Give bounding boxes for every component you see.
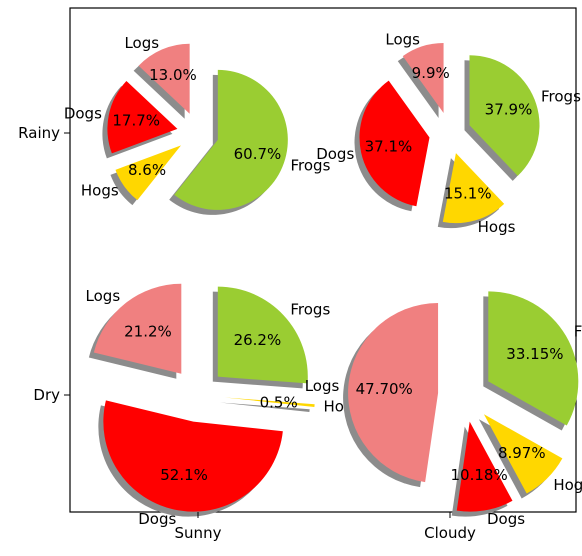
pie-rainy-sunny: 13.0% 17.7% 8.6% 60.7% Logs Dogs Hogs Frogs [64,34,331,215]
slice-frogs [488,291,579,426]
slice-name-label: Dogs [64,105,102,123]
slice-percent-label: 33.15% [506,345,563,363]
slice-percent-label: 15.1% [444,184,492,202]
slice-name-label: Hogs [553,476,582,494]
slice-hogs [224,397,315,408]
slice-name-label: Logs [86,287,121,305]
slice-hogs [483,414,563,494]
slice-frogs [217,286,308,384]
x-tick-label: Cloudy [424,524,476,542]
slice-name-label: Hogs [478,218,516,236]
slice-name-label: Dogs [138,510,176,528]
slice-logs [348,303,439,483]
pie-rainy-cloudy: 9.9% 37.1% 15.1% 37.9% Logs Dogs Hogs Frogs [316,31,581,236]
slice-percent-label: 17.7% [112,112,160,130]
slice-percent-label: 47.70% [356,380,413,398]
slice-percent-label: 9.9% [412,64,450,82]
slice-percent-label: 21.2% [124,322,172,340]
slice-percent-label: 52.1% [160,466,208,484]
slice-name-label: Dogs [316,145,354,163]
slice-percent-label: 13.0% [149,66,197,84]
slice-percent-label: 60.7% [234,145,282,163]
plot-frame [69,7,577,513]
slice-percent-label: 8.6% [128,161,166,179]
slice-hogs [442,153,505,224]
slice-logs [138,43,190,114]
slice-percent-label: 37.1% [365,138,413,156]
slice-name-label: Frogs [291,156,331,174]
slice-dogs [107,80,178,154]
slice-percent-label: 26.2% [234,331,282,349]
slice-dogs [456,421,513,512]
slice-name-label: Hogs [81,182,119,200]
slice-name-label: Dogs [487,510,525,528]
slice-name-label: Logs [385,31,420,49]
slice-name-label: Frogs [574,322,582,340]
slice-percent-label: 0.5% [260,393,298,411]
slice-name-label: Logs [305,377,340,395]
slice-dogs [359,80,430,207]
slice-percent-label: 10.18% [451,466,508,484]
slice-logs [93,283,182,374]
slice-shadow-hogs [219,402,310,413]
x-tick-label: Sunny [175,524,222,542]
slice-frogs [174,69,288,210]
y-tick-label: Dry [33,386,60,404]
y-tick-label: Rainy [18,124,60,142]
slice-hogs [115,145,182,201]
slice-logs [402,43,444,114]
slice-dogs [103,400,283,512]
slice-frogs [469,55,540,176]
slice-name-label: Frogs [541,88,581,106]
slice-name-label: Frogs [290,300,330,318]
slice-percent-label: 37.9% [485,101,533,119]
pie-dry-cloudy: 47.70% 10.18% 8.97% 33.15% Logs Dogs Hogs Frogs [305,291,582,528]
slice-name-label: Logs [124,34,159,52]
slice-percent-label: 8.97% [498,444,546,462]
